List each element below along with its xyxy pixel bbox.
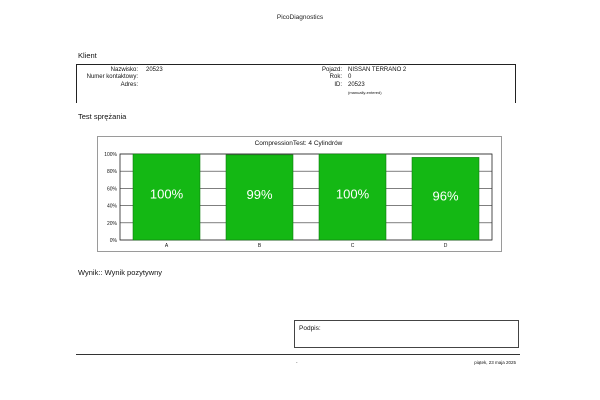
y-tick-label: 100%	[104, 152, 117, 158]
signature-label: Podpis:	[299, 325, 321, 332]
vehicle-value: NISSAN TERRANO 2	[348, 67, 407, 73]
surname-label: Nazwisko:	[110, 67, 138, 73]
y-tick-label: 20%	[107, 221, 118, 227]
footer-center-text: -	[296, 360, 298, 365]
footer-date: piątek, 23 maja 2025	[474, 360, 516, 365]
chart-title: CompressionTest: 4 Cylindrów	[254, 140, 343, 147]
y-tick-label: 80%	[107, 169, 118, 175]
y-tick-label: 0%	[110, 238, 118, 244]
result-text: Wynik:: Wynik pozytywny	[78, 268, 163, 277]
year-label: Rok:	[329, 74, 342, 80]
y-tick-label: 60%	[107, 186, 118, 192]
bar-cylinder-a	[132, 153, 201, 241]
y-tick-label: 40%	[107, 204, 118, 210]
id-value: 20523	[348, 82, 365, 88]
address-label: Adres:	[120, 82, 138, 88]
surname-value: 20523	[146, 67, 163, 73]
client-info-box	[76, 64, 516, 103]
bar-value-label: 99%	[246, 187, 272, 202]
test-heading: Test sprężania	[78, 112, 127, 121]
x-tick-label: C	[351, 243, 355, 249]
app-title: PicoDiagnostics	[276, 14, 324, 21]
x-tick-label: D	[444, 243, 448, 249]
year-value: 0	[348, 74, 352, 80]
bar-value-label: 100%	[336, 187, 370, 202]
id-label: ID:	[334, 82, 342, 88]
bar-cylinder-c	[318, 153, 387, 241]
signature-box: Podpis:	[294, 320, 519, 348]
contact-label: Numer kontaktowy:	[86, 74, 138, 80]
bar-value-label: 100%	[150, 187, 184, 202]
id-note: (manually-entered)	[348, 90, 382, 95]
client-heading: Klient	[78, 51, 97, 60]
x-tick-label: A	[165, 243, 169, 249]
vehicle-label: Pojazd:	[321, 67, 342, 73]
x-tick-label: B	[258, 243, 262, 249]
bar-cylinder-d	[411, 157, 480, 241]
bar-cylinder-b	[225, 154, 294, 241]
footer-divider	[76, 354, 520, 355]
bar-value-label: 96%	[432, 188, 458, 203]
